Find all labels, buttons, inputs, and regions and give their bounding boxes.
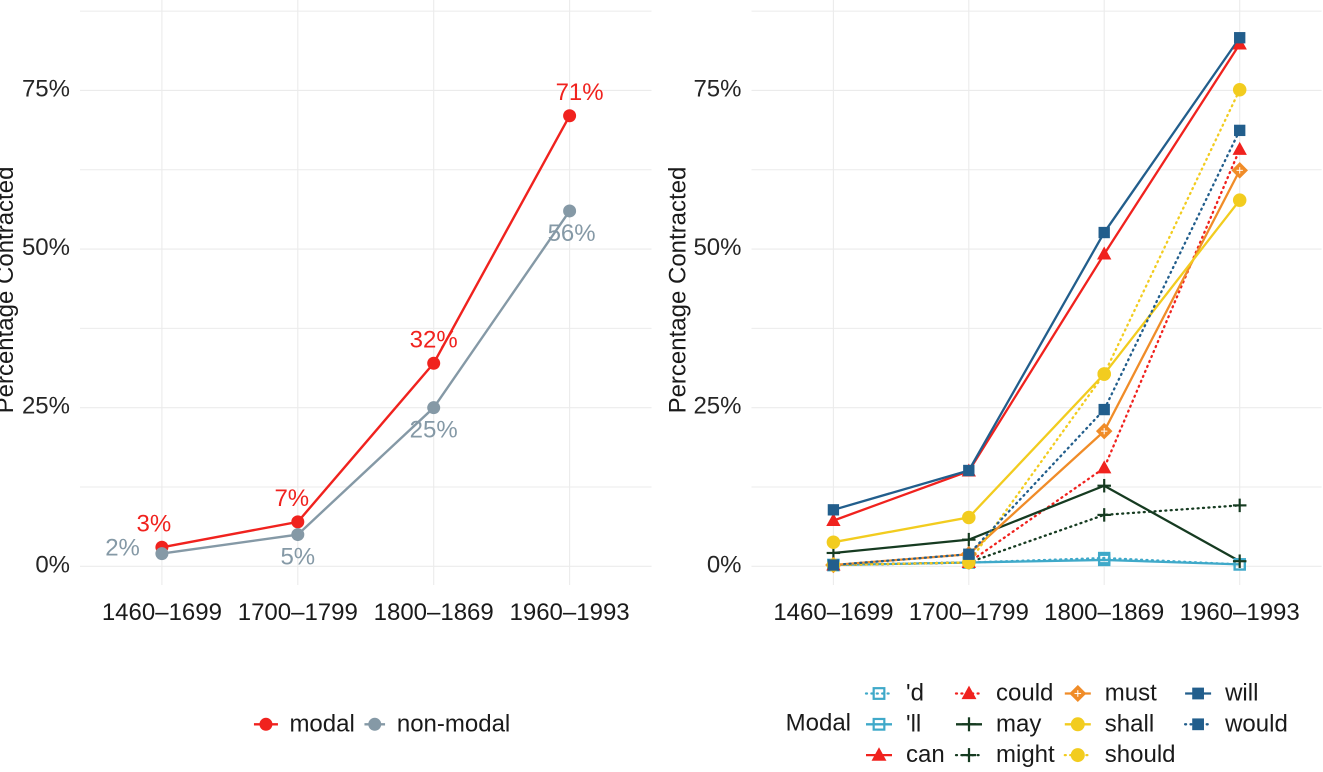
svg-text:7%: 7% [274, 485, 309, 512]
svg-text:1800–1869: 1800–1869 [1044, 599, 1164, 626]
svg-text:should: should [1105, 741, 1176, 768]
svg-text:71%: 71% [556, 79, 604, 106]
svg-text:Percentage Contracted: Percentage Contracted [0, 167, 19, 414]
svg-text:1700–1799: 1700–1799 [238, 599, 358, 626]
svg-text:0%: 0% [35, 551, 70, 578]
svg-text:modal: modal [289, 710, 354, 737]
svg-text:50%: 50% [693, 234, 741, 261]
svg-text:Percentage Contracted: Percentage Contracted [665, 167, 692, 414]
svg-text:56%: 56% [548, 220, 596, 247]
svg-text:Modal: Modal [786, 709, 851, 736]
svg-text:25%: 25% [693, 393, 741, 420]
svg-text:1460–1699: 1460–1699 [102, 599, 222, 626]
svg-text:shall: shall [1105, 710, 1154, 737]
svg-text:75%: 75% [22, 75, 70, 102]
svg-text:might: might [996, 741, 1055, 768]
svg-text:25%: 25% [410, 417, 458, 444]
svg-text:75%: 75% [693, 75, 741, 102]
svg-text:must: must [1105, 680, 1157, 707]
svg-text:0%: 0% [707, 551, 742, 578]
svg-text:1960–1993: 1960–1993 [1180, 599, 1300, 626]
svg-text:3%: 3% [137, 510, 172, 537]
svg-text:'d: 'd [906, 680, 924, 707]
svg-text:can: can [906, 741, 945, 768]
svg-text:could: could [996, 680, 1053, 707]
svg-text:50%: 50% [22, 234, 70, 261]
svg-text:will: will [1224, 680, 1258, 707]
svg-text:2%: 2% [105, 535, 140, 562]
svg-text:5%: 5% [280, 544, 315, 571]
svg-text:1800–1869: 1800–1869 [374, 599, 494, 626]
svg-text:'ll: 'll [906, 710, 921, 737]
svg-text:non-modal: non-modal [397, 710, 510, 737]
svg-text:may: may [996, 710, 1041, 737]
svg-text:1460–1699: 1460–1699 [773, 599, 893, 626]
svg-text:would: would [1224, 710, 1288, 737]
svg-text:25%: 25% [22, 393, 70, 420]
svg-text:32%: 32% [410, 326, 458, 353]
svg-text:1960–1993: 1960–1993 [510, 599, 630, 626]
svg-text:1700–1799: 1700–1799 [909, 599, 1029, 626]
